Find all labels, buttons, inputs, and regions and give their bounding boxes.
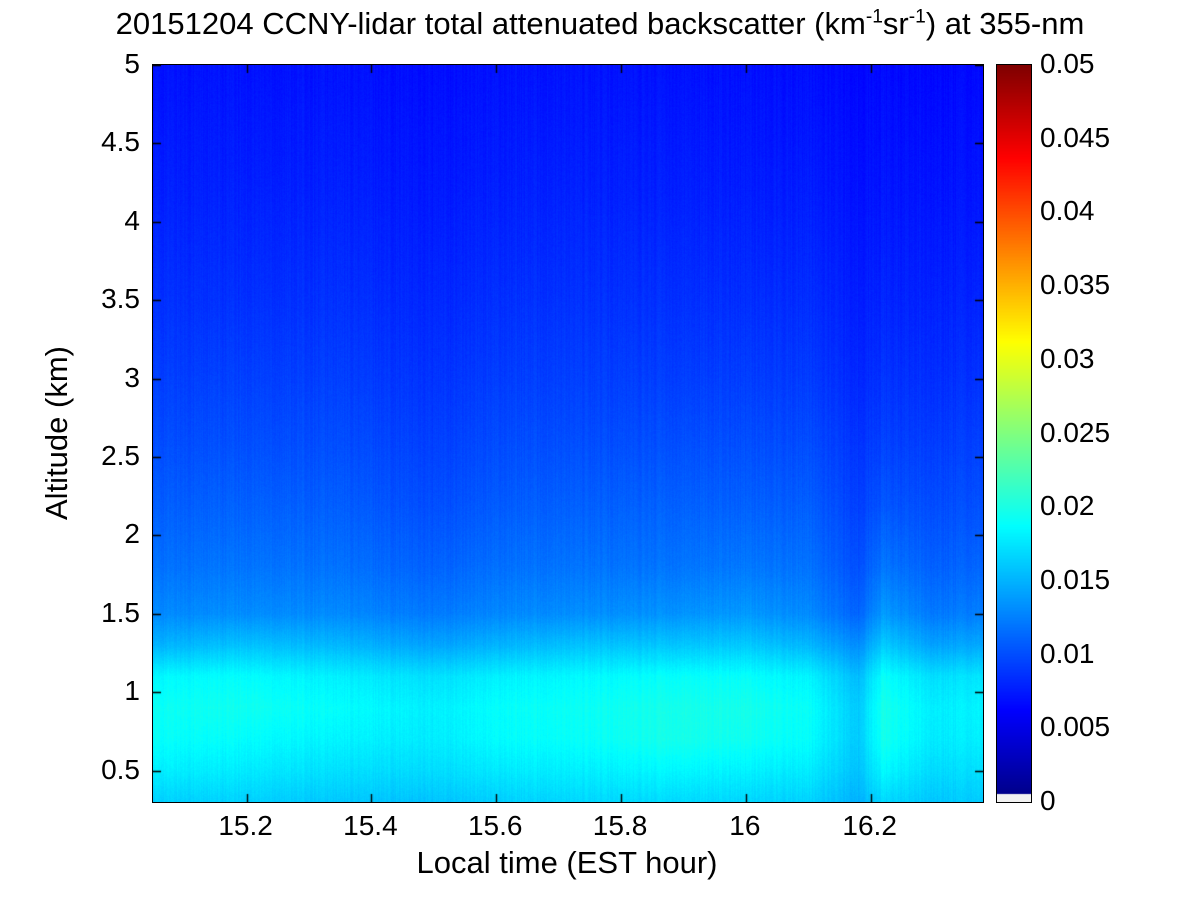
y-tick-label: 3 bbox=[124, 361, 140, 393]
chart-title-sup1: -1 bbox=[865, 6, 883, 28]
colorbar-tick-label: 0.01 bbox=[1040, 637, 1095, 669]
colorbar-tick-label: 0.03 bbox=[1040, 342, 1095, 374]
x-tick-label: 15.2 bbox=[218, 810, 273, 841]
colorbar-tick-label: 0.045 bbox=[1040, 121, 1111, 153]
chart-title: 20151204 CCNY-lidar total attenuated bac… bbox=[0, 6, 1200, 42]
colorbar-tick-label: 0.05 bbox=[1040, 48, 1095, 79]
x-tick-label: 15.8 bbox=[592, 810, 648, 841]
chart-title-part3: ) at 355-nm bbox=[925, 6, 1085, 41]
colorbar-tick-label: 0.025 bbox=[1040, 416, 1111, 448]
y-tick-label: 2.5 bbox=[101, 440, 140, 472]
chart-title-part2: sr bbox=[882, 6, 909, 41]
y-tick-label: 4 bbox=[124, 204, 140, 236]
x-tick-label: 15.4 bbox=[343, 810, 398, 841]
colorbar-tick-label: 0.005 bbox=[1040, 711, 1111, 743]
plot-area bbox=[152, 64, 984, 803]
colorbar-tick-label: 0.02 bbox=[1040, 490, 1095, 522]
chart-title-sup2: -1 bbox=[908, 6, 926, 28]
y-tick-label: 2 bbox=[124, 518, 140, 550]
y-tick-label: 1.5 bbox=[101, 596, 140, 628]
x-tick-label: 15.6 bbox=[467, 810, 523, 841]
colorbar-canvas bbox=[997, 65, 1031, 802]
x-tick-label: 16 bbox=[729, 810, 761, 841]
x-tick-label: 16.2 bbox=[842, 810, 897, 841]
y-tick-label: 3.5 bbox=[101, 283, 140, 315]
y-tick-label: 5 bbox=[124, 48, 140, 79]
colorbar-tick-label: 0.04 bbox=[1040, 195, 1095, 227]
colorbar-tick-label: 0 bbox=[1040, 785, 1056, 816]
colorbar bbox=[996, 64, 1032, 803]
x-axis-label: Local time (EST hour) bbox=[416, 845, 718, 880]
chart-title-part1: 20151204 CCNY-lidar total attenuated bac… bbox=[115, 6, 866, 41]
colorbar-tick-label: 0.015 bbox=[1040, 563, 1111, 595]
colorbar-tick-label: 0.035 bbox=[1040, 269, 1111, 301]
y-tick-label: 0.5 bbox=[101, 753, 140, 785]
y-tick-label: 1 bbox=[124, 675, 140, 707]
y-tick-label: 4.5 bbox=[101, 126, 140, 158]
heatmap-canvas bbox=[153, 65, 983, 802]
